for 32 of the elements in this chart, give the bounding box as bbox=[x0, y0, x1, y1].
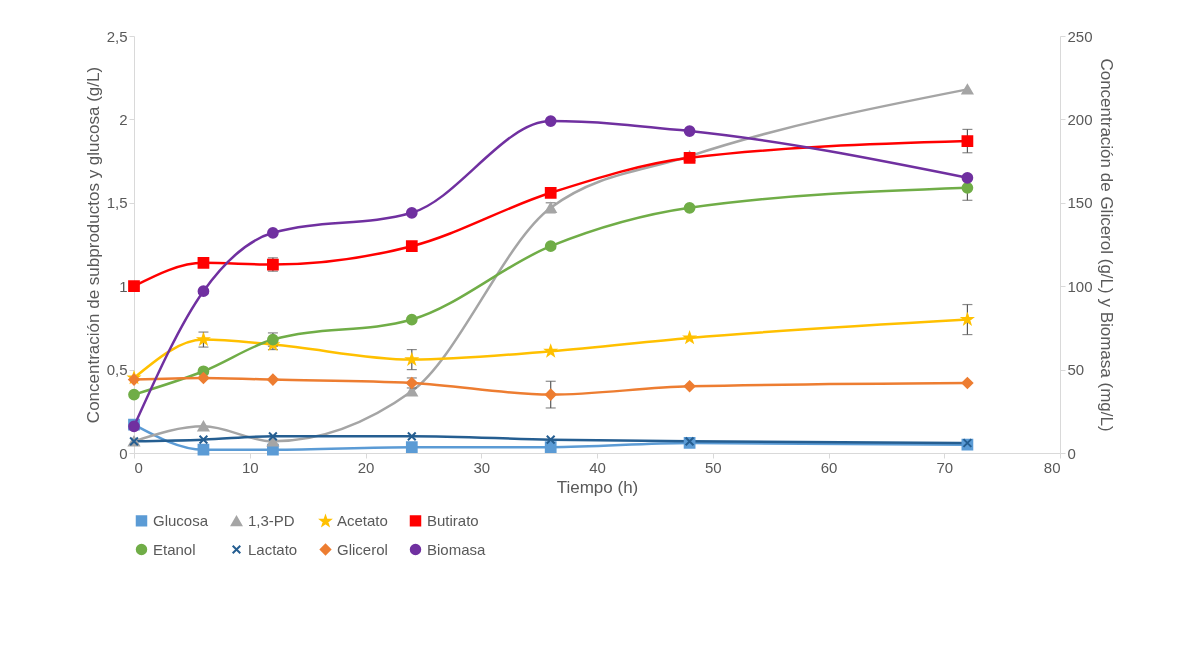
x-tick-label: 80 bbox=[1043, 458, 1061, 476]
x-tick-label: 0 bbox=[134, 458, 143, 476]
x-axis-title: Tiempo (h) bbox=[556, 477, 639, 497]
legend-label: Biomasa bbox=[427, 540, 487, 558]
y2-tick-label: 50 bbox=[1067, 361, 1085, 379]
y-tick-label: 2 bbox=[119, 110, 128, 128]
legend-label: Lactato bbox=[248, 540, 298, 558]
x-tick-label: 10 bbox=[241, 458, 259, 476]
legend-label: Glucosa bbox=[153, 511, 209, 529]
y-axis-title: Concentración de subproductos y glucosa (g/L) bbox=[83, 66, 103, 424]
x-tick-label: 20 bbox=[357, 458, 375, 476]
legend-label: Butirato bbox=[427, 511, 479, 529]
y-tick-label: 2,5 bbox=[106, 27, 128, 45]
x-tick-label: 70 bbox=[936, 458, 954, 476]
x-tick-label: 30 bbox=[473, 458, 491, 476]
y-tick-label: 1,5 bbox=[106, 194, 128, 212]
y2-tick-label: 250 bbox=[1067, 27, 1093, 45]
y-tick-label: 0,5 bbox=[106, 361, 128, 379]
y-tick-label: 0 bbox=[119, 444, 128, 462]
legend-label: Etanol bbox=[153, 540, 196, 558]
y2-tick-label: 100 bbox=[1067, 277, 1093, 295]
legend-label: Glicerol bbox=[337, 540, 388, 558]
legend-label: Acetato bbox=[337, 512, 388, 530]
legend-label: 1,3-PD bbox=[248, 512, 295, 530]
y-tick-label: 1 bbox=[119, 277, 128, 295]
x-tick-label: 60 bbox=[820, 458, 838, 476]
y2-tick-label: 200 bbox=[1067, 110, 1093, 128]
x-tick-label: 50 bbox=[704, 458, 722, 476]
y2-tick-label: 150 bbox=[1067, 194, 1093, 212]
y2-axis-title: Concentración de Glicerol (g/L) y Biomasa (mg/L) bbox=[1096, 58, 1116, 432]
x-tick-label: 40 bbox=[589, 458, 606, 476]
y2-tick-label: 0 bbox=[1067, 444, 1076, 462]
